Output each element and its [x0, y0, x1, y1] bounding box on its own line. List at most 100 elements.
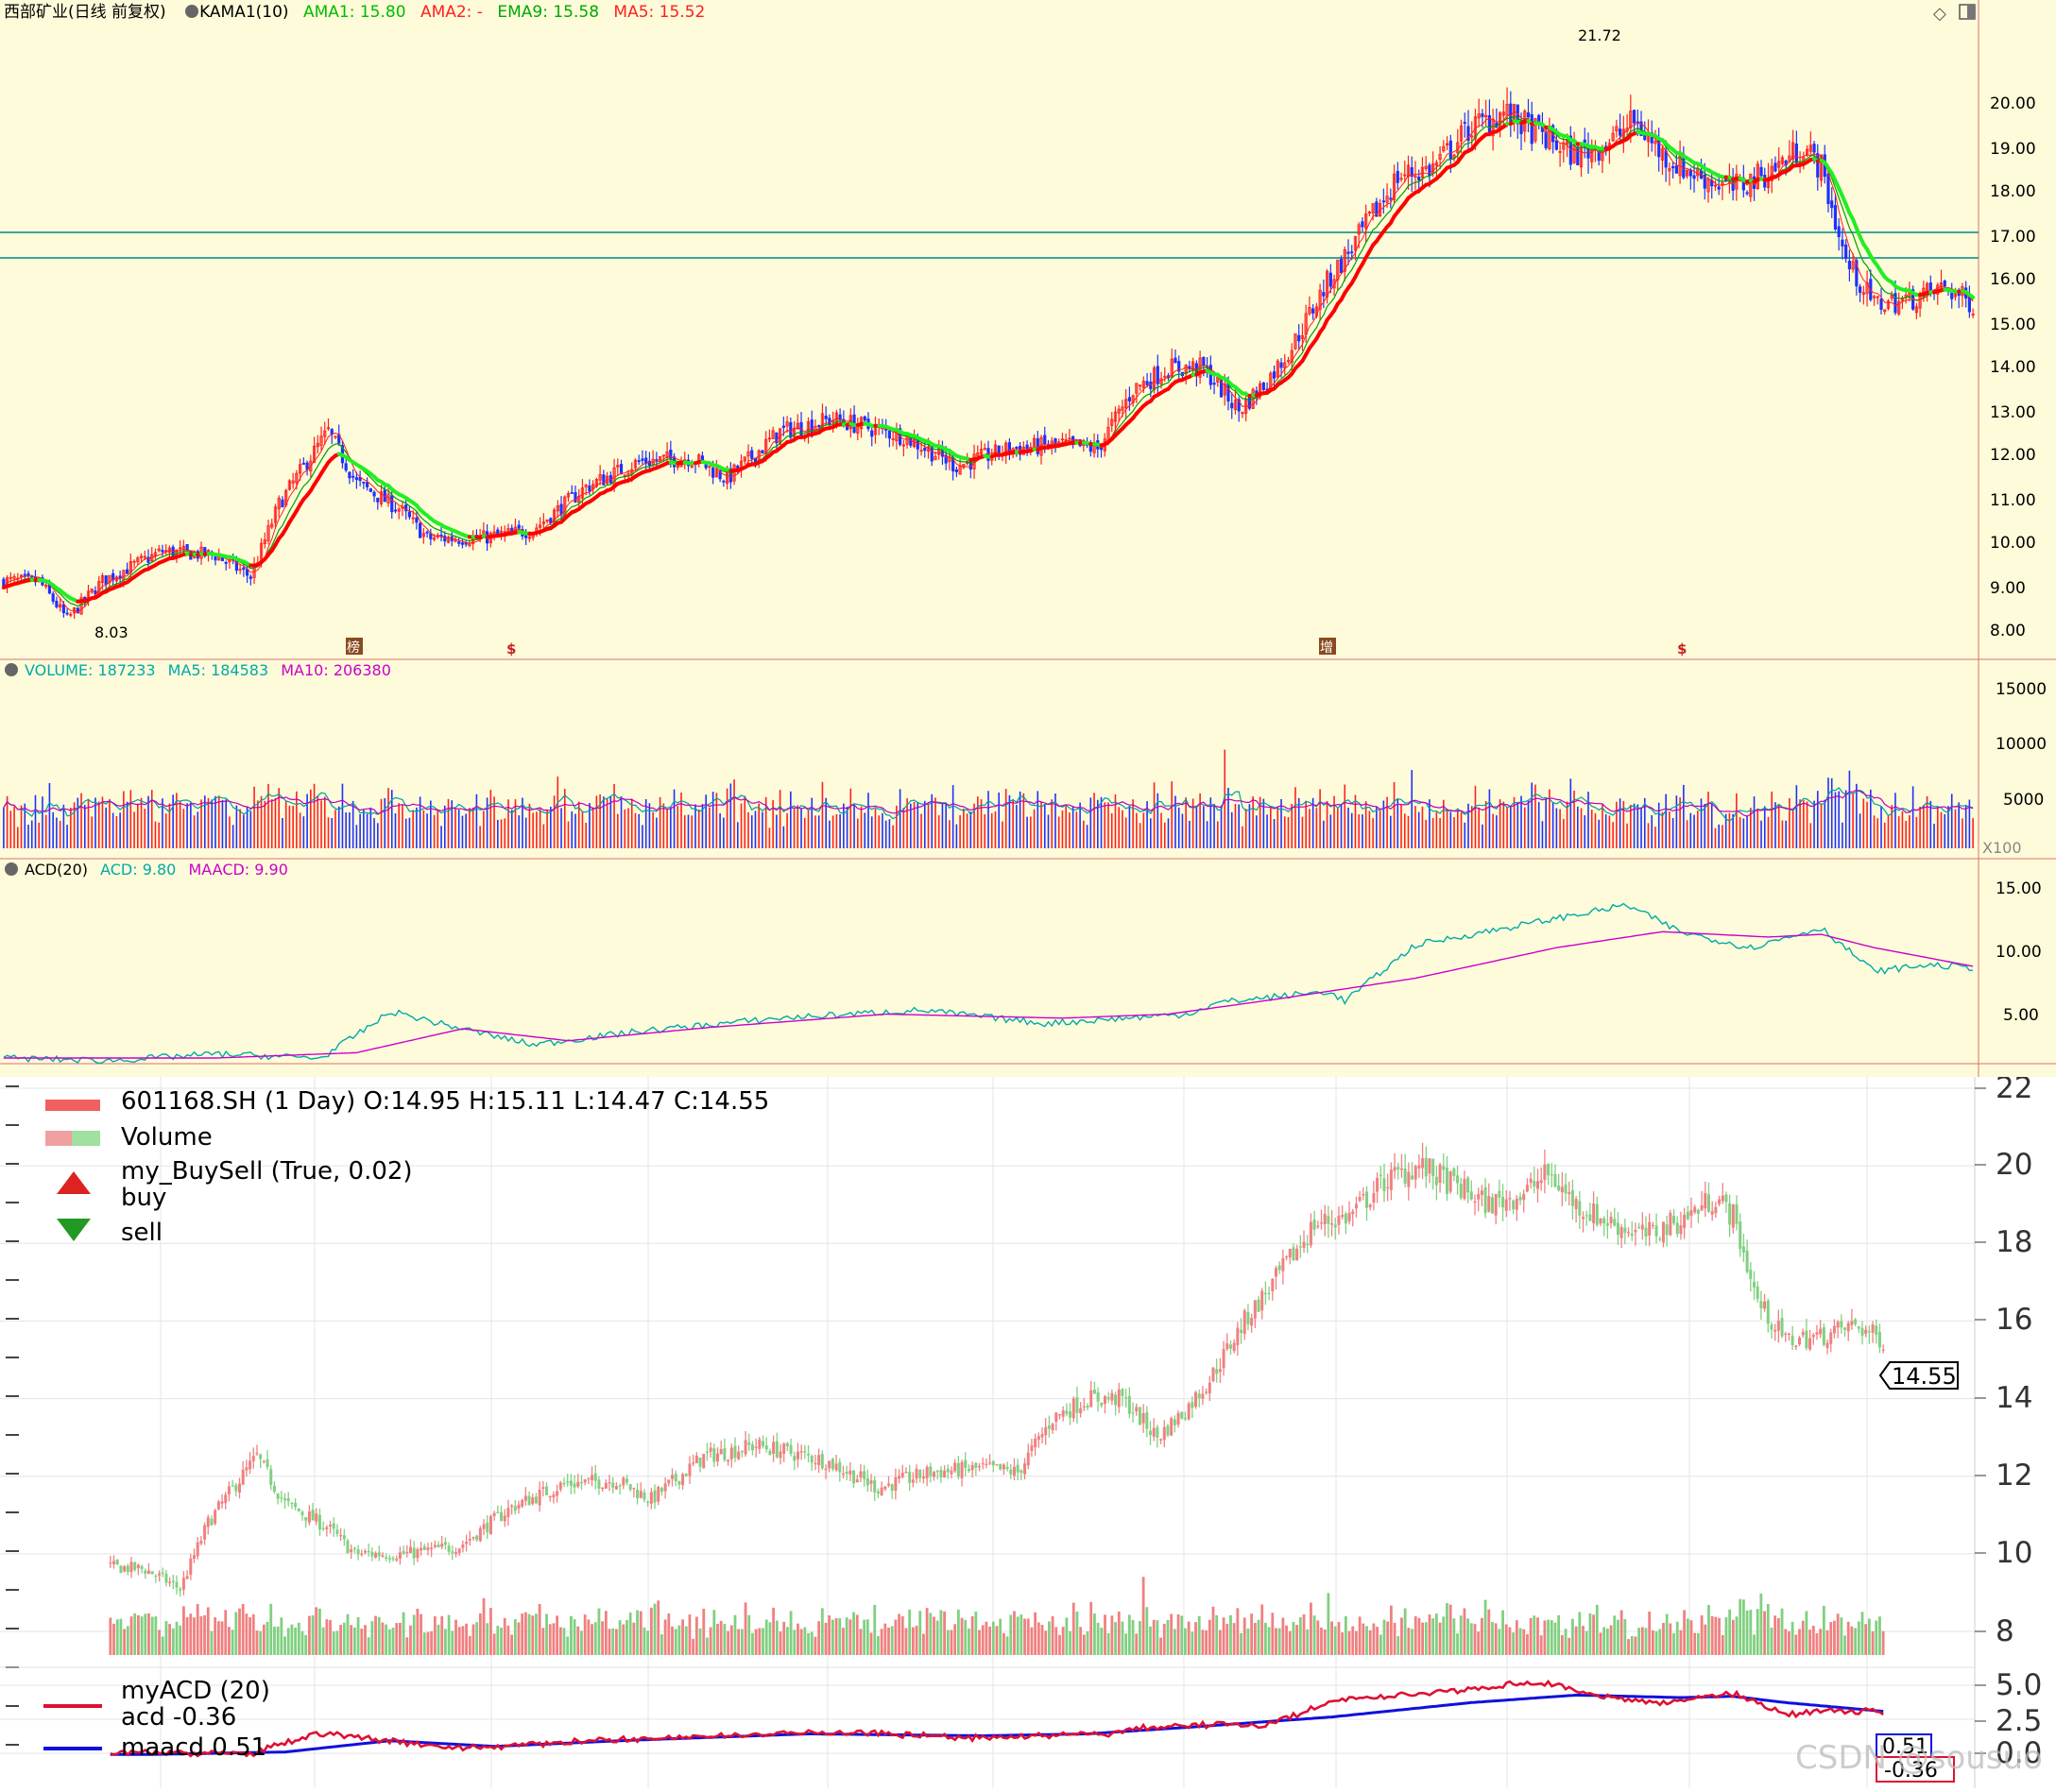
candle-body: [1676, 1223, 1679, 1235]
volume-bar: [475, 1622, 478, 1655]
candle-body: [1868, 1331, 1871, 1332]
candle-body: [1652, 1225, 1654, 1226]
candle-body: [887, 1484, 890, 1486]
acd-line: [111, 1681, 1883, 1756]
marker-dollar[interactable]: $: [1677, 640, 1687, 657]
volume-bar: [1198, 1616, 1201, 1655]
top-chart-svg[interactable]: 西部矿业(日线 前复权) KAMA1(10) AMA1: 15.80 AMA2:…: [0, 0, 2056, 1077]
candle-body: [1229, 1344, 1232, 1348]
volume-bar: [953, 1624, 956, 1655]
volume-bar: [1348, 1631, 1351, 1655]
candle-body: [1104, 1396, 1106, 1404]
candle-body: [1278, 1265, 1281, 1270]
candle-body: [1929, 282, 1931, 289]
volume-bar: [780, 1631, 782, 1655]
volume-bar: [1184, 1629, 1187, 1655]
candle-body: [1194, 1392, 1197, 1407]
volume-bar: [1390, 1606, 1393, 1655]
volume-bar: [238, 1609, 241, 1655]
volume-bar: [1460, 1615, 1463, 1655]
backtest-plot-panel[interactable]: 601168.SH (1 Day) O:14.95 H:15.11 L:14.4…: [0, 1077, 2056, 1788]
candle-body: [280, 1497, 283, 1498]
volume-bar: [1271, 1613, 1274, 1655]
volume-bar: [504, 1618, 506, 1655]
price-tick: 12: [1996, 1459, 2032, 1493]
volume-bar: [1812, 1626, 1815, 1655]
candle-body: [62, 605, 64, 613]
candle-body: [1345, 1214, 1347, 1223]
volume-bars[interactable]: [4, 750, 1973, 848]
volume-bar: [1037, 1622, 1040, 1655]
candle-body: [1474, 1202, 1477, 1203]
candle-body: [1369, 1204, 1372, 1207]
marker-dollar[interactable]: $: [506, 640, 516, 657]
candle-body: [999, 1464, 1002, 1470]
candle-body: [950, 1471, 952, 1475]
candle-body: [1838, 227, 1840, 237]
volume-bar: [1585, 1631, 1588, 1655]
candle-body: [1449, 1171, 1452, 1191]
candle-body: [807, 1454, 810, 1456]
volume-bar: [1749, 1610, 1752, 1655]
candle-body: [716, 1454, 719, 1461]
marker-zeng[interactable]: 增: [1320, 640, 1333, 656]
candle-body: [964, 1460, 967, 1468]
candle-body: [838, 1462, 841, 1473]
volume-bar: [1516, 1620, 1518, 1655]
diamond-icon[interactable]: ◇: [1933, 4, 1946, 24]
candle-body: [1543, 1165, 1546, 1180]
bottom-volume-bars[interactable]: [109, 1577, 1884, 1655]
candle-body: [702, 1454, 705, 1468]
candle-body: [176, 1582, 179, 1588]
volume-bar: [1449, 1605, 1452, 1655]
candle-body: [1030, 1445, 1033, 1451]
price-candles[interactable]: [3, 87, 1975, 619]
volume-bar: [315, 1607, 317, 1655]
candle-body: [193, 1555, 196, 1559]
volume-bar: [1254, 1623, 1257, 1655]
trading-chart-panel[interactable]: 西部矿业(日线 前复权) KAMA1(10) AMA1: 15.80 AMA2:…: [0, 0, 2056, 1077]
volume-bar: [1742, 1599, 1745, 1655]
volume-collapse-icon[interactable]: [5, 663, 18, 676]
candle-body: [1530, 1179, 1533, 1183]
candle-body: [1788, 1334, 1790, 1335]
candle-body: [1079, 1408, 1082, 1413]
bottom-price-axis: 22 20 18 16 14 12 10 8: [1975, 1077, 2032, 1648]
candle-body: [1631, 1234, 1634, 1236]
candle-body: [1231, 403, 1233, 408]
volume-bar: [1009, 1615, 1012, 1655]
volume-bar: [636, 1611, 639, 1655]
volume-bar: [339, 1625, 342, 1655]
volume-bar: [790, 1611, 793, 1655]
marker-bang[interactable]: 榜: [347, 640, 360, 656]
candle-body: [1565, 1185, 1568, 1194]
volume-bar: [1495, 1623, 1498, 1655]
volume-bar: [1687, 1618, 1689, 1655]
volume-bar: [1135, 1633, 1138, 1655]
candle-body: [231, 1486, 234, 1487]
kama-collapse-icon[interactable]: [185, 5, 198, 18]
candle-body: [518, 525, 520, 528]
acd-collapse-icon[interactable]: [5, 862, 18, 876]
symbol-name: 西部矿业(日线 前复权): [4, 3, 166, 22]
candle-body: [1827, 174, 1829, 204]
candle-body: [1844, 245, 1846, 258]
candle-body: [1633, 111, 1635, 124]
volume-bar: [409, 1626, 412, 1655]
candle-body: [605, 1483, 608, 1489]
candle-body: [1225, 1343, 1228, 1349]
volume-bar: [1013, 1611, 1016, 1655]
candle-body: [642, 459, 643, 461]
candle-body: [1019, 1470, 1022, 1473]
volume-bar: [1006, 1636, 1009, 1655]
candle-body: [1223, 1349, 1225, 1368]
bottom-chart-svg[interactable]: 601168.SH (1 Day) O:14.95 H:15.11 L:14.4…: [0, 1077, 2056, 1788]
candle-body: [1327, 1216, 1329, 1223]
candle-body: [1150, 382, 1152, 388]
candle-body: [1623, 1228, 1626, 1233]
volume-bar: [1299, 1617, 1302, 1655]
candle-body: [772, 1442, 775, 1454]
volume-bar: [162, 1636, 164, 1655]
volume-bar: [891, 1626, 894, 1655]
bottom-candles[interactable]: [109, 1143, 1884, 1596]
